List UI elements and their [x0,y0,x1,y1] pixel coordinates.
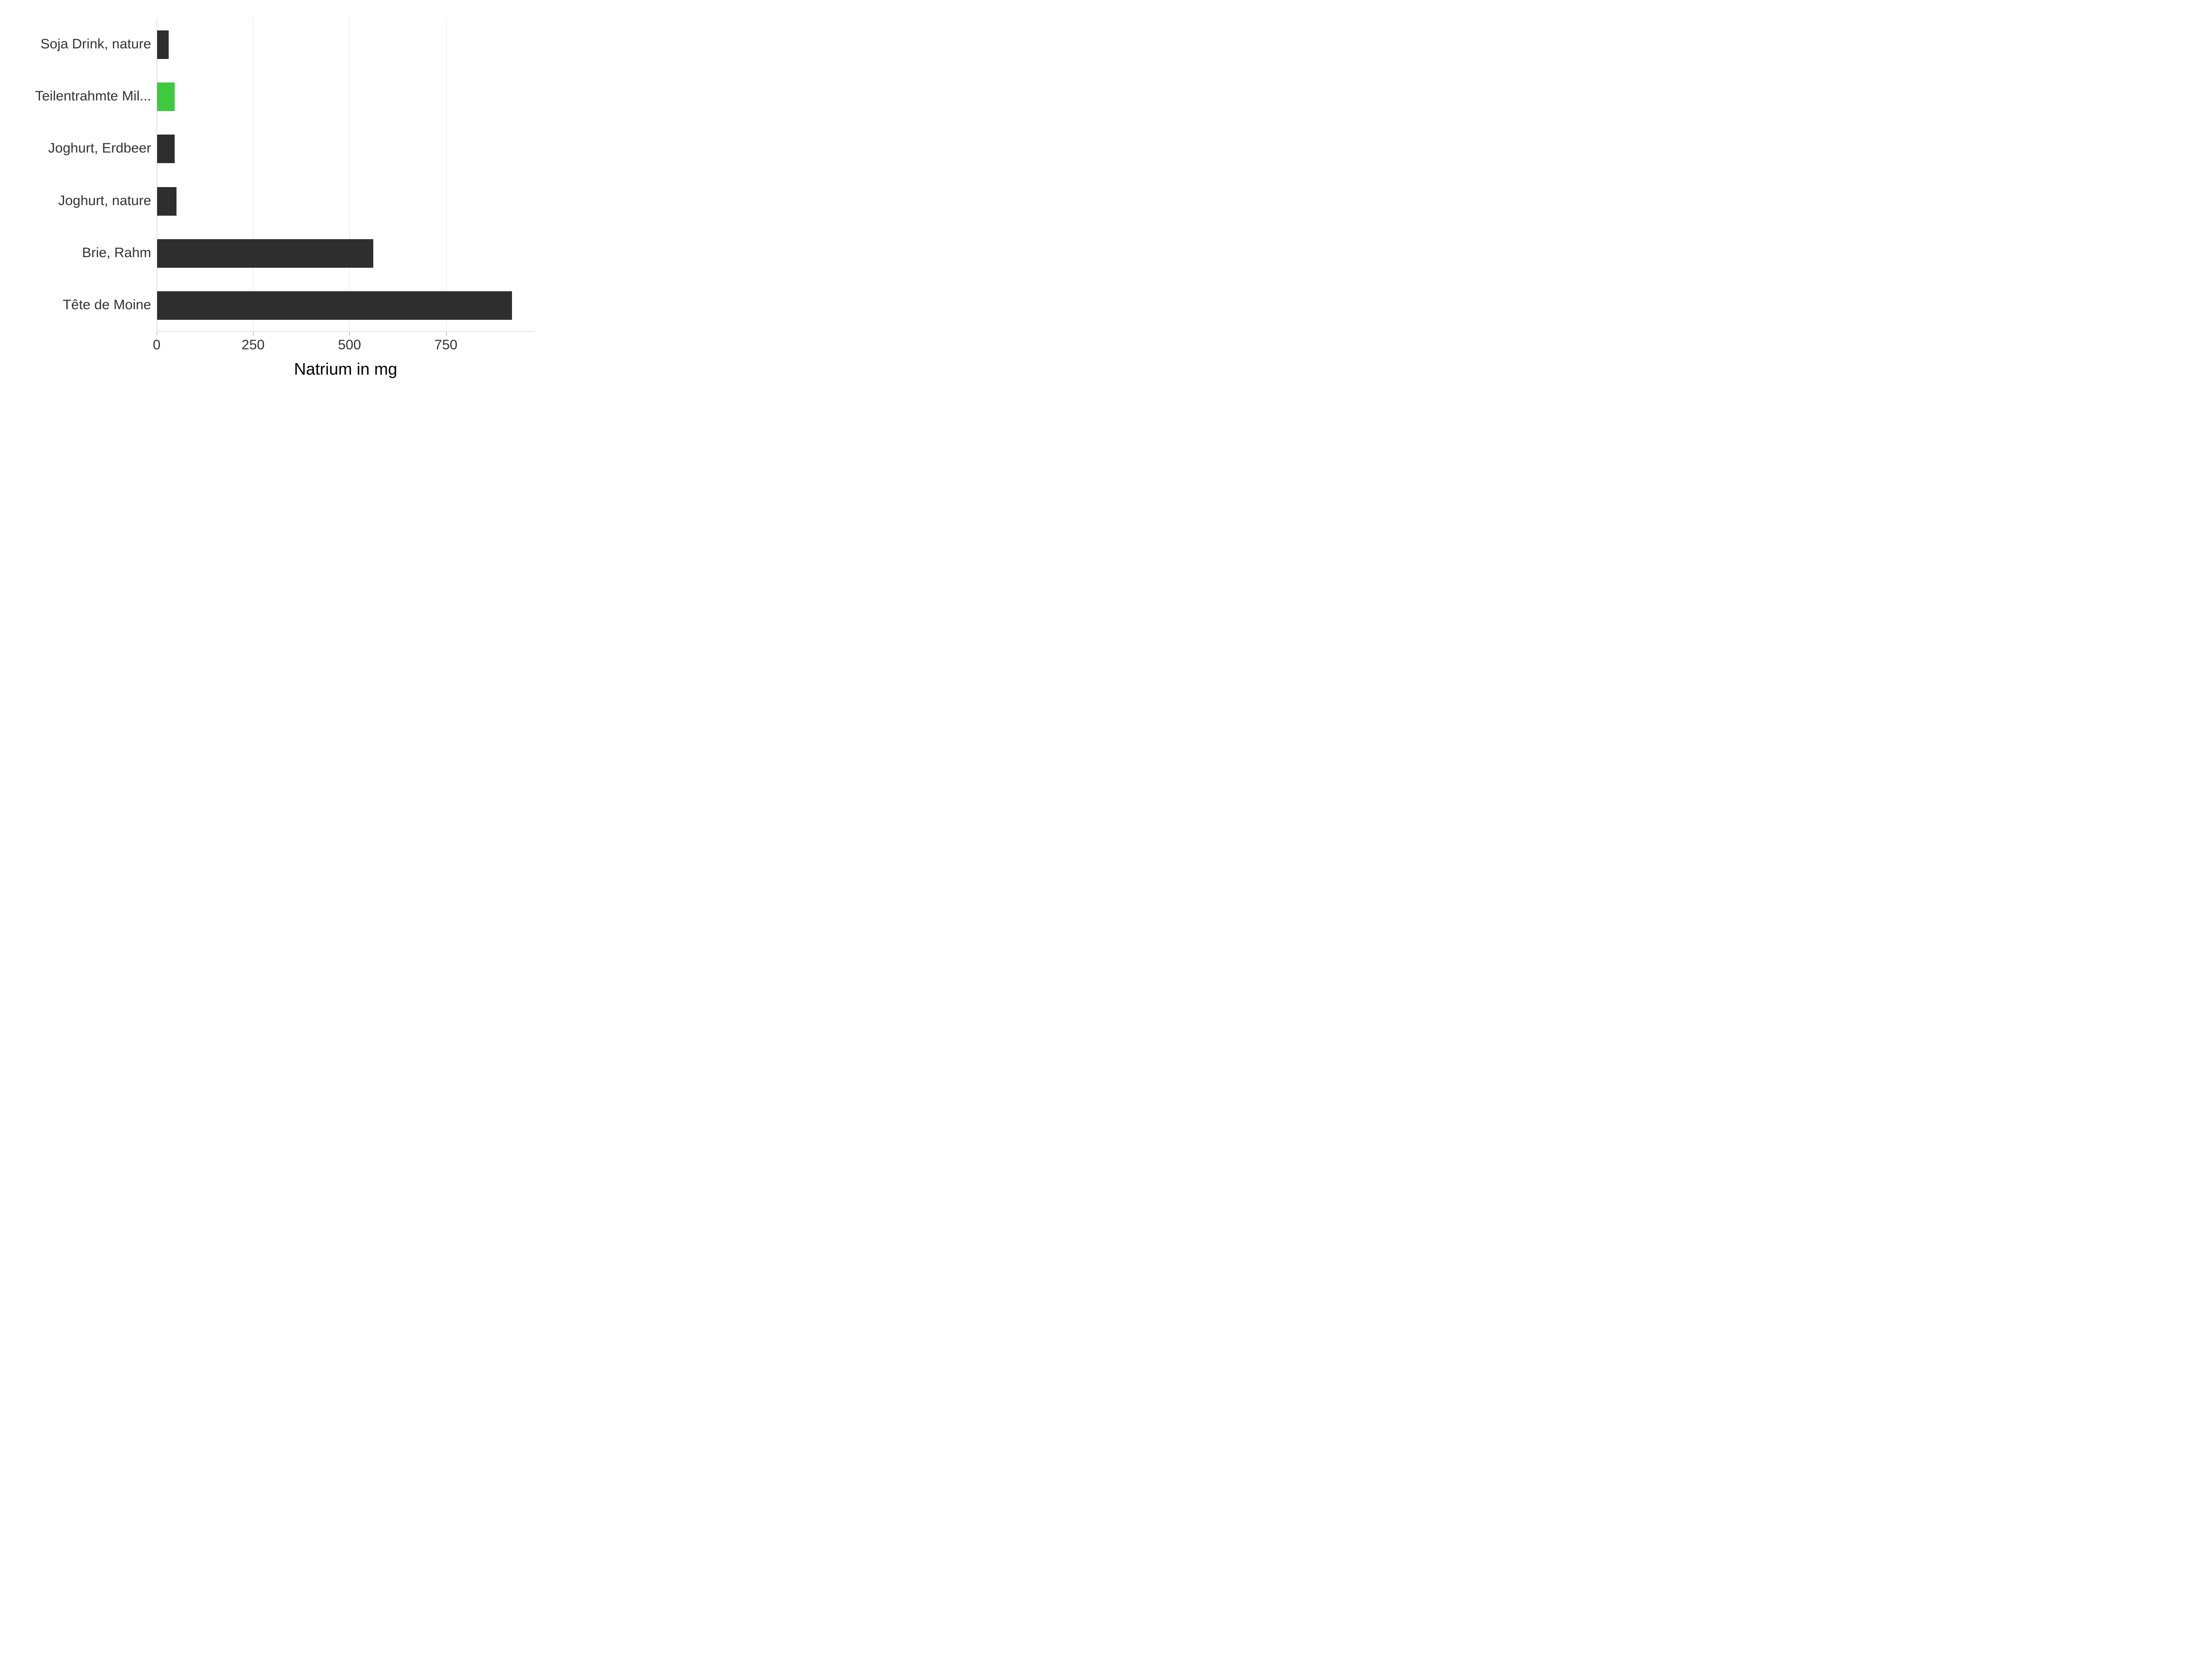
x-tick-mark [446,332,447,335]
x-axis-title: Natrium in mg [157,359,535,379]
y-axis-label: Soja Drink, nature [18,36,151,52]
bar [157,82,175,111]
x-tick-mark [349,332,350,335]
y-axis-label: Teilentrahmte Mil... [18,88,151,104]
natrium-bar-chart: Soja Drink, nature Teilentrahmte Mil... Jo… [18,18,535,396]
bar [157,30,169,59]
x-tick-label: 750 [435,337,458,353]
gridline [349,18,350,332]
x-tick-label: 250 [241,337,265,353]
bar [157,187,176,216]
bar [157,135,175,163]
x-axis-ticks: 0250500750 [157,332,535,355]
bar [157,291,512,320]
gridline [446,18,447,332]
plot-area [157,18,535,332]
y-axis-labels: Soja Drink, nature Teilentrahmte Mil... Jo… [18,18,157,332]
y-axis-label: Tête de Moine [18,297,151,313]
bar [157,239,373,268]
x-tick-label: 0 [153,337,161,353]
y-axis-label: Joghurt, nature [18,193,151,209]
y-axis-label: Joghurt, Erdbeer [18,141,151,156]
x-tick-label: 500 [338,337,361,353]
y-axis-label: Brie, Rahm [18,245,151,261]
